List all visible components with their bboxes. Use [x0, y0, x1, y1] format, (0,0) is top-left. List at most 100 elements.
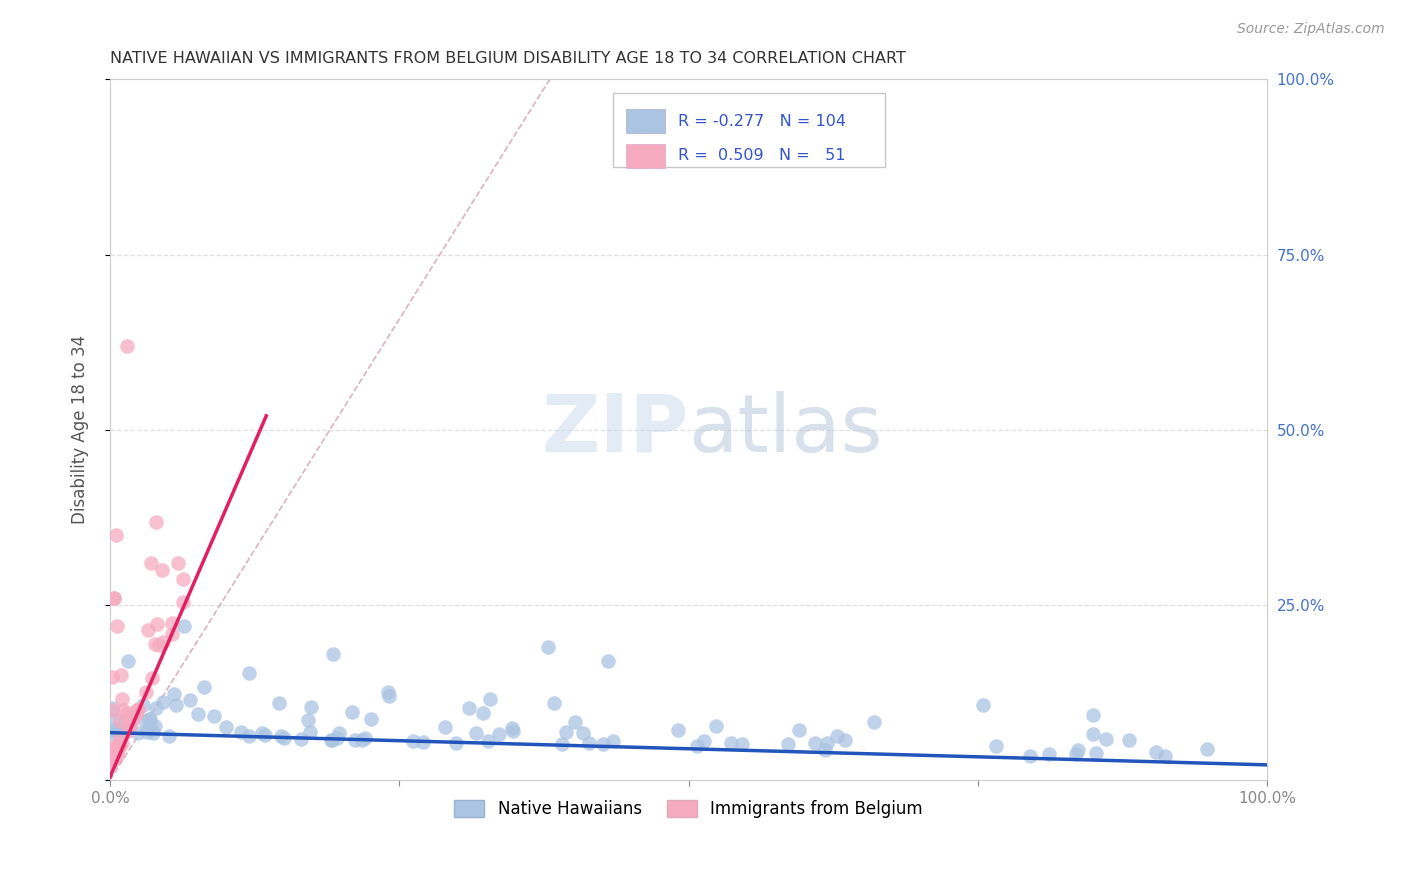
Point [117, 654, 139, 668]
Point [238, 666, 260, 681]
Point [107, 743, 129, 757]
Point [787, 723, 810, 737]
Point [297, 714, 319, 728]
Point [105, 740, 128, 755]
Point [731, 737, 754, 751]
Point [135, 724, 157, 739]
Text: NATIVE HAWAIIAN VS IMMIGRANTS FROM BELGIUM DISABILITY AGE 18 TO 34 CORRELATION C: NATIVE HAWAIIAN VS IMMIGRANTS FROM BELGI… [110, 51, 905, 66]
Point [112, 703, 135, 717]
Point [778, 737, 800, 751]
Point [446, 736, 468, 750]
Point [179, 693, 201, 707]
Point [984, 739, 1007, 753]
Point [1154, 748, 1177, 763]
Point [172, 572, 194, 586]
Point [104, 741, 127, 756]
Point [103, 740, 125, 755]
Point [412, 735, 434, 749]
Text: R = -0.277   N = 104: R = -0.277 N = 104 [678, 114, 846, 128]
Point [105, 528, 128, 542]
Point [172, 595, 194, 609]
Point [555, 725, 578, 739]
Point [1095, 732, 1118, 747]
Point [125, 704, 148, 718]
Point [572, 726, 595, 740]
Point [273, 731, 295, 746]
Text: Source: ZipAtlas.com: Source: ZipAtlas.com [1237, 22, 1385, 37]
Point [322, 647, 344, 661]
Point [720, 736, 742, 750]
Point [815, 736, 838, 750]
Point [125, 707, 148, 722]
Point [250, 725, 273, 739]
Point [165, 698, 187, 713]
Point [138, 623, 160, 637]
Point [103, 752, 125, 766]
Point [101, 670, 124, 684]
Point [157, 729, 180, 743]
Point [433, 720, 456, 734]
Point [135, 685, 157, 699]
Point [477, 734, 499, 748]
FancyBboxPatch shape [613, 94, 886, 167]
Point [692, 734, 714, 748]
Point [319, 733, 342, 747]
Point [863, 715, 886, 730]
Point [215, 720, 238, 734]
Point [143, 719, 166, 733]
Point [152, 695, 174, 709]
Point [117, 339, 139, 353]
Point [107, 723, 129, 737]
Text: atlas: atlas [689, 391, 883, 469]
Point [299, 699, 322, 714]
Point [502, 723, 524, 738]
Point [112, 723, 135, 738]
Point [602, 734, 624, 748]
Point [353, 731, 375, 745]
Point [117, 724, 139, 739]
Point [267, 696, 290, 710]
Point [173, 619, 195, 633]
Point [145, 701, 167, 715]
Point [299, 724, 322, 739]
Point [101, 749, 124, 764]
Point [501, 721, 523, 735]
Point [148, 638, 170, 652]
Point [118, 713, 141, 727]
Point [488, 727, 510, 741]
Point [1085, 746, 1108, 760]
Point [202, 709, 225, 723]
Point [105, 748, 128, 763]
Text: R =  0.509   N =   51: R = 0.509 N = 51 [678, 148, 845, 163]
Point [138, 712, 160, 726]
Point [344, 732, 367, 747]
Point [1144, 745, 1167, 759]
Text: ZIP: ZIP [541, 391, 689, 469]
Point [104, 712, 127, 726]
Point [118, 709, 141, 723]
Point [100, 701, 122, 715]
Point [150, 563, 173, 577]
Point [465, 726, 488, 740]
Point [231, 725, 253, 739]
Point [478, 692, 501, 706]
Point [193, 680, 215, 694]
Point [105, 748, 128, 763]
Point [564, 714, 586, 729]
Point [270, 729, 292, 743]
Point [543, 696, 565, 710]
Point [458, 701, 481, 715]
Point [402, 734, 425, 748]
Point [105, 619, 128, 633]
Point [111, 723, 134, 738]
Point [592, 738, 614, 752]
Point [578, 736, 600, 750]
Point [139, 712, 162, 726]
Point [321, 732, 343, 747]
Point [1067, 743, 1090, 757]
Point [704, 719, 727, 733]
Point [141, 671, 163, 685]
Point [596, 654, 619, 668]
Point [108, 739, 131, 754]
Point [834, 732, 856, 747]
